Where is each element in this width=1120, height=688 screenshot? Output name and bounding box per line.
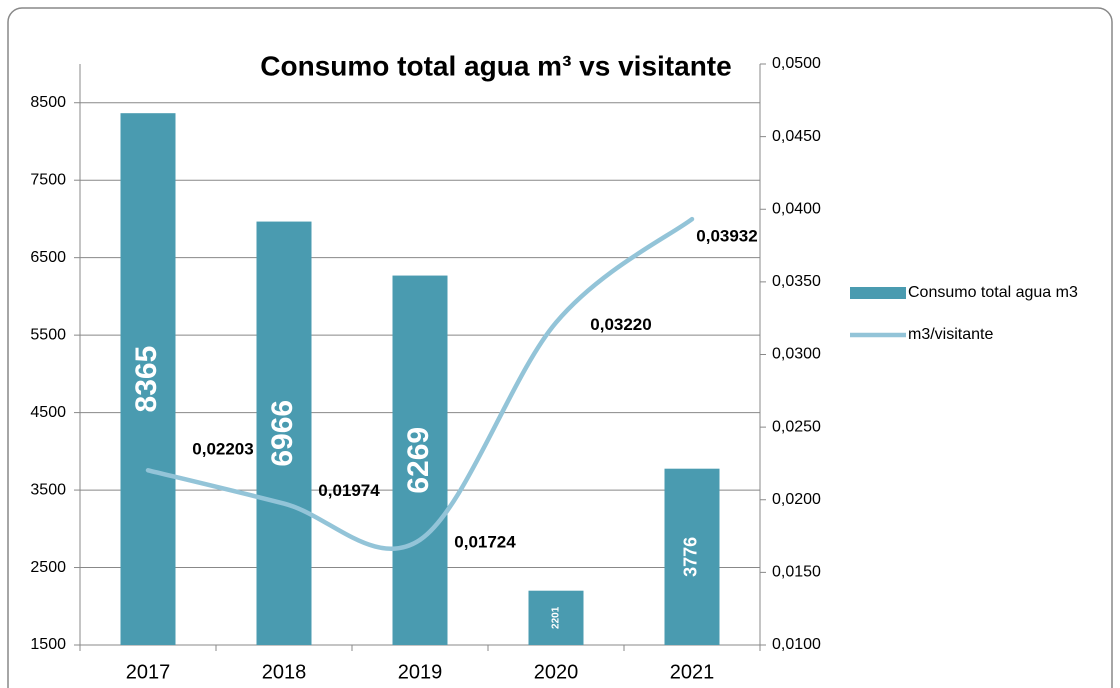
legend-swatch xyxy=(850,287,906,299)
y-tick-label: 2500 xyxy=(30,559,66,576)
y2-tick-label: 0,0100 xyxy=(772,636,821,653)
y2-tick-label: 0,0300 xyxy=(772,346,821,363)
y2-tick-label: 0,0250 xyxy=(772,418,821,435)
y2-tick-label: 0,0200 xyxy=(772,491,821,508)
y-tick-label: 8500 xyxy=(30,94,66,111)
y-tick-label: 4500 xyxy=(30,404,66,421)
y2-tick-label: 0,0350 xyxy=(772,273,821,290)
line-value-label: 0,03932 xyxy=(696,227,757,246)
bar xyxy=(120,113,176,645)
x-tick-label: 2017 xyxy=(126,661,171,683)
line-value-label: 0,01974 xyxy=(318,481,380,500)
line xyxy=(145,216,695,552)
chart-title: Consumo total agua m³ vs visitante xyxy=(260,50,731,81)
bar-value-label: 8365 xyxy=(130,346,163,413)
y-tick-label: 3500 xyxy=(30,481,66,498)
y2-tick-label: 0,0400 xyxy=(772,200,821,217)
bar xyxy=(528,590,584,645)
y-tick-label: 6500 xyxy=(30,249,66,266)
bar xyxy=(256,221,312,645)
bar-value-label: 2201 xyxy=(551,606,562,629)
x-tick-label: 2021 xyxy=(670,661,715,683)
line-value-label: 0,03220 xyxy=(590,315,651,334)
line-value-label: 0,01724 xyxy=(454,532,516,551)
legend-label: Consumo total agua m3 xyxy=(908,284,1078,301)
y2-tick-label: 0,0500 xyxy=(772,55,821,72)
y-tick-label: 5500 xyxy=(30,326,66,343)
x-tick-label: 2020 xyxy=(534,661,579,683)
y2-tick-label: 0,0150 xyxy=(772,564,821,581)
x-tick-label: 2018 xyxy=(262,661,307,683)
bar xyxy=(664,468,720,645)
bar-value-label: 6966 xyxy=(266,400,299,467)
y-tick-label: 1500 xyxy=(30,636,66,653)
legend-label: m3/visitante xyxy=(908,326,993,343)
bar-value-label: 6269 xyxy=(402,427,435,494)
bar-value-label: 3776 xyxy=(681,537,701,577)
x-tick-label: 2019 xyxy=(398,661,443,683)
y2-tick-label: 0,0450 xyxy=(772,128,821,145)
line-value-label: 0,02203 xyxy=(192,440,253,459)
y-tick-label: 7500 xyxy=(30,171,66,188)
bar xyxy=(392,275,448,645)
